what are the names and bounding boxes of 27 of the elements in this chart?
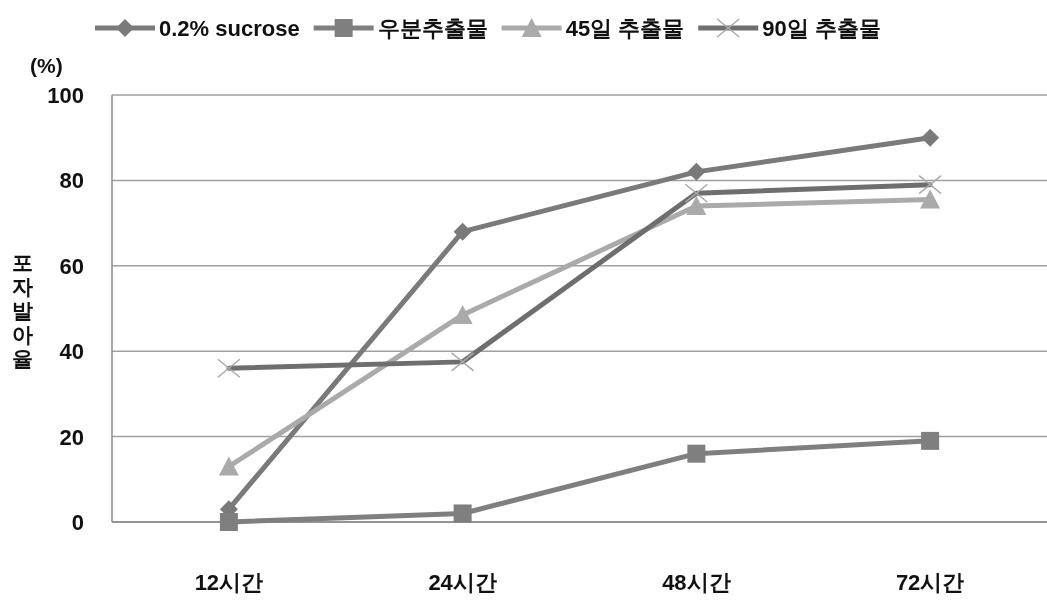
point bbox=[452, 304, 473, 324]
y-tick-label: 100 bbox=[47, 83, 84, 108]
x-tick-label: 24시간 bbox=[428, 570, 497, 595]
x-tick-label: 12시간 bbox=[194, 570, 264, 595]
point bbox=[219, 513, 238, 531]
point bbox=[921, 431, 940, 450]
x-tick-label: 48시간 bbox=[662, 570, 731, 595]
point bbox=[686, 196, 707, 216]
y-tick-label: 80 bbox=[59, 168, 84, 194]
legend-label: 우분추출물 bbox=[377, 16, 488, 41]
point bbox=[453, 504, 472, 523]
y-tick-label: 0 bbox=[71, 510, 84, 535]
y-axis-title: 포자발아율 bbox=[11, 251, 33, 370]
y-tick-label: 60 bbox=[59, 253, 84, 279]
legend-label: 0.2% sucrose bbox=[159, 16, 300, 41]
legend-label: 45일 추출물 bbox=[565, 16, 685, 41]
point bbox=[920, 189, 941, 209]
y-tick-label: 20 bbox=[59, 424, 84, 450]
x-tick-label: 72시간 bbox=[895, 570, 965, 595]
point bbox=[687, 444, 706, 463]
point bbox=[687, 162, 706, 181]
point bbox=[921, 128, 940, 147]
legend-label: 90일 추출물 bbox=[762, 16, 881, 41]
point bbox=[218, 456, 239, 476]
y-tick-label: 40 bbox=[59, 339, 84, 365]
text: (%) bbox=[30, 54, 63, 77]
point bbox=[453, 222, 472, 241]
